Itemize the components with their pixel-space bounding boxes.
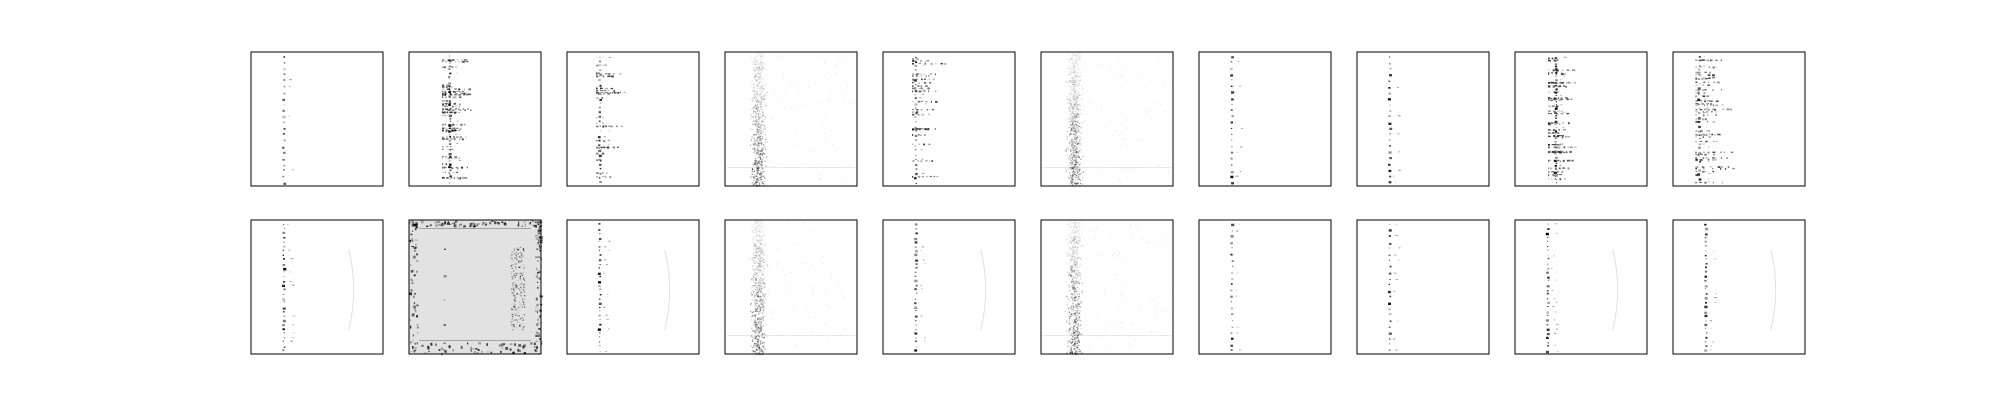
panel-frame [724,219,858,355]
panel-background [1041,52,1173,186]
image-panel [250,219,384,355]
panel-background [725,52,857,186]
panel-frame [408,51,542,187]
panel-frame [1672,51,1806,187]
image-panel [1198,219,1332,355]
panel-frame [1514,219,1648,355]
panel-background [883,220,1015,354]
panel-frame [1040,219,1174,355]
panel-frame [882,51,1016,187]
panel-frame [1040,51,1174,187]
image-panel [566,51,700,187]
panel-frame [1356,219,1490,355]
panel-background [1357,220,1489,354]
panel-frame [1198,51,1332,187]
image-panel [1040,51,1174,187]
panel-frame [1356,51,1490,187]
image-panel [1040,219,1174,356]
panel-background [725,220,857,354]
panel-frame [882,219,1016,355]
panel-background [1199,52,1331,186]
panel-background [1357,52,1489,186]
image-panel [1356,51,1490,187]
panel-background [1673,220,1805,354]
image-panel [408,51,542,187]
image-panel [250,51,384,187]
panel-background [1515,220,1647,354]
image-panel [1514,219,1648,355]
panel-frame [566,51,700,187]
panel-background [567,52,699,186]
image-panel [724,219,858,356]
panel-grid [250,51,1806,356]
image-panel [1356,219,1490,355]
panel-frame [1672,219,1806,355]
panel-background [883,52,1015,186]
panel-background [409,52,541,186]
panel-frame [566,219,700,355]
panel-frame [724,51,858,187]
image-panel [724,51,858,187]
panel-frame [1514,51,1648,187]
panel-frame [1198,219,1332,355]
image-panel [408,219,544,356]
image-panel [1198,51,1332,187]
panel-frame [408,219,542,355]
panel-frame [250,219,384,355]
panel-background [1515,52,1647,186]
panel-frame [250,51,384,187]
panel-background [567,220,699,354]
panel-background [1041,220,1173,354]
image-panel [566,219,700,355]
image-panel [1514,51,1648,187]
image-panel [882,219,1016,355]
panel-background [251,52,383,186]
image-panel [1672,219,1806,355]
image-panel [882,51,1016,187]
panel-background [251,220,383,354]
image-panel [1672,51,1806,187]
panel-background [1199,220,1331,354]
panel-background [1673,52,1805,186]
